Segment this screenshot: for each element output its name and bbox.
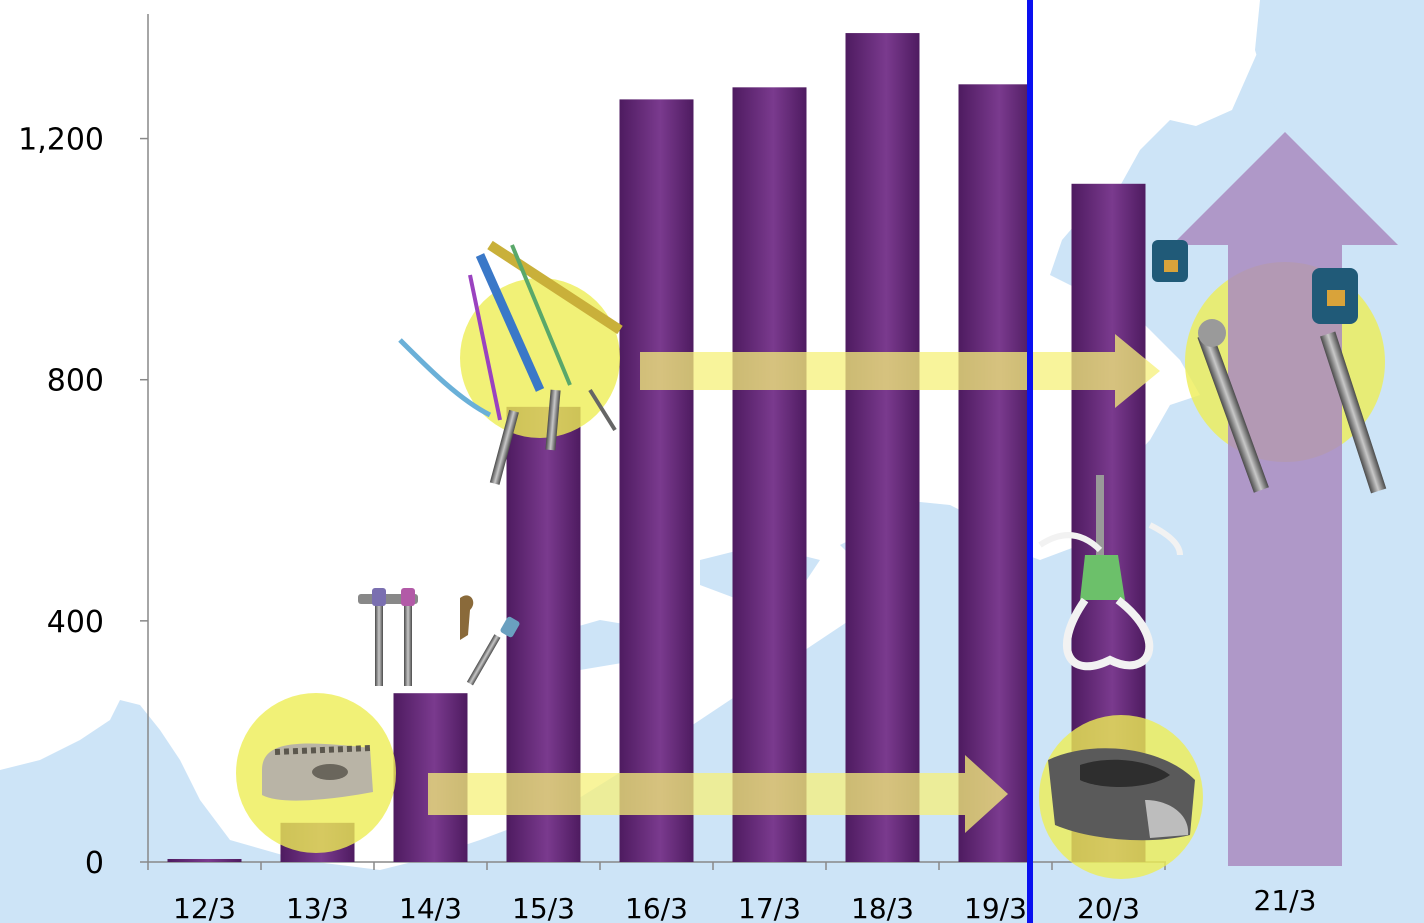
pedicle-screws-image [358, 588, 520, 686]
trend-arrow-lower [428, 755, 1008, 833]
y-tick-label: 0 [85, 846, 104, 881]
x-tick-label: 17/3 [738, 892, 801, 923]
rod-and-instruments-image [398, 240, 623, 485]
bar-19-3 [958, 84, 1033, 863]
x-tick-label: 12/3 [173, 892, 236, 923]
bar-18-3 [845, 33, 920, 863]
x-tick-label: 19/3 [964, 892, 1027, 923]
y-tick-label: 800 [47, 364, 104, 399]
x-tick-label: 15/3 [512, 892, 575, 923]
bar-16-3 [619, 99, 694, 862]
x-tick-label: 14/3 [399, 892, 462, 923]
bar-17-3 [732, 87, 807, 863]
pedicle-screw-right-image [1152, 240, 1387, 494]
x-tick-label: 13/3 [286, 892, 349, 923]
x-tick-label: 16/3 [625, 892, 688, 923]
y-tick-label: 400 [47, 605, 104, 640]
spinous-process-device-image [1038, 475, 1183, 671]
x-tick-label: 21/3 [1254, 884, 1317, 917]
highlight-circle [460, 278, 620, 438]
x-tick-label: 18/3 [851, 892, 914, 923]
porous-cage-image [1048, 748, 1195, 841]
interbody-cage-image [262, 743, 373, 801]
y-tick-label: 1,200 [18, 123, 104, 158]
bar-12-3 [167, 858, 242, 862]
x-tick-label: 20/3 [1077, 892, 1140, 923]
